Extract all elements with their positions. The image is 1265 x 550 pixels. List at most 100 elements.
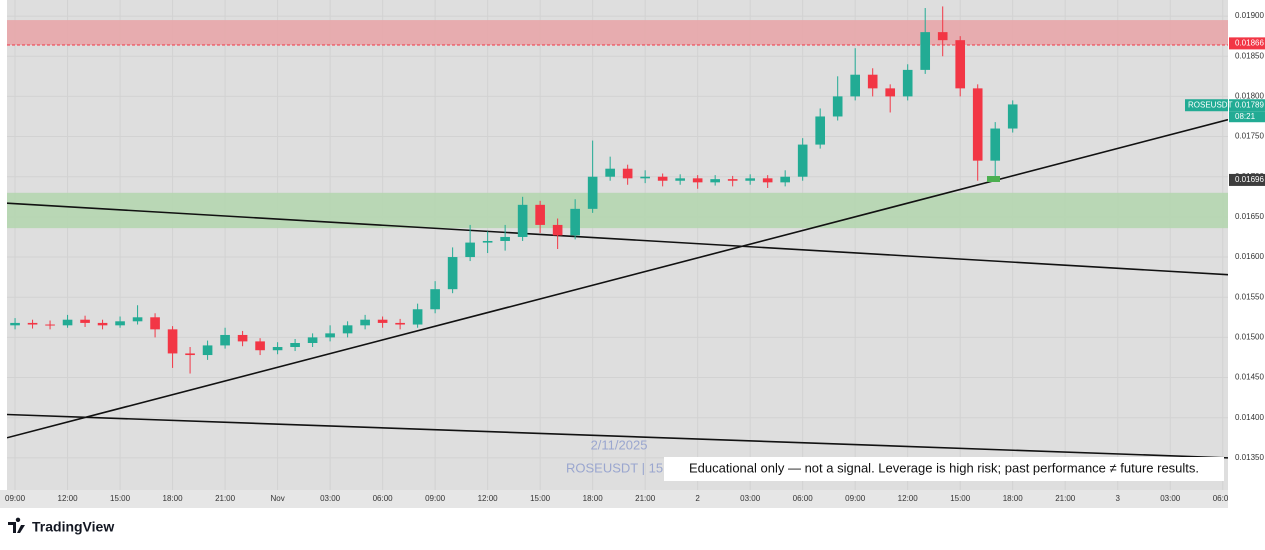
- x-tick-label: Nov: [270, 494, 284, 503]
- price-label: 0.01696: [1235, 175, 1264, 184]
- x-tick-label: 06:00: [1213, 494, 1234, 503]
- x-tick-label: 12:00: [58, 494, 79, 503]
- candle-body: [167, 329, 178, 354]
- y-tick-label: 0.01350: [1235, 453, 1264, 462]
- x-tick-label: 18:00: [583, 494, 604, 503]
- x-tick-label: 18:00: [163, 494, 184, 503]
- y-tick-label: 0.01550: [1235, 292, 1264, 301]
- x-tick-label: 21:00: [215, 494, 236, 503]
- price-label-box: [1229, 99, 1265, 112]
- x-tick-label: 03:00: [320, 494, 341, 503]
- candle-body: [132, 317, 143, 322]
- candle-body: [920, 32, 931, 70]
- candle-body: [990, 128, 1001, 161]
- y-tick-label: 0.01850: [1235, 51, 1264, 60]
- x-tick-label: 12:00: [898, 494, 919, 503]
- candle-body: [517, 204, 528, 237]
- marker: [987, 176, 1000, 182]
- x-tick-label: 09:00: [425, 494, 446, 503]
- x-axis: 09:00 12:00 15:00 18:00 21:00 Nov 03:00 06:00 09…: [5, 494, 1233, 503]
- candle-body: [255, 341, 265, 351]
- candle-body: [815, 116, 825, 145]
- candle-body: [500, 236, 510, 241]
- y-tick-label: 0.01750: [1235, 132, 1264, 141]
- x-tick-label: 06:00: [373, 494, 394, 503]
- brand: TradingView: [8, 517, 114, 535]
- symbol-box: [1185, 99, 1228, 112]
- price-label-box: [1229, 37, 1265, 50]
- candle-body: [955, 40, 966, 89]
- candle-body: [657, 176, 668, 181]
- watermark: 2/11/2025 ROSEUSDT | 15: [566, 437, 663, 475]
- trend-lines: [7, 118, 1228, 459]
- candle-body: [640, 176, 650, 179]
- disclaimer-background: [664, 457, 1224, 481]
- price-label: 0.01866: [1235, 38, 1264, 47]
- x-tick-label: 18:00: [1003, 494, 1024, 503]
- candle-body: [710, 179, 720, 183]
- candle-body: [937, 32, 948, 41]
- candle-body: [482, 240, 493, 243]
- zone: [7, 192, 1228, 229]
- candle-body: [220, 334, 230, 346]
- candle-body: [832, 96, 843, 117]
- candle-body: [290, 343, 300, 348]
- candle-body: [360, 319, 370, 326]
- disclaimer-box: Educational only — not a signal. Leverag…: [664, 457, 1224, 481]
- candle-body: [412, 309, 423, 325]
- symbol-label: ROSEUSDT: [1188, 100, 1233, 109]
- candle-body: [202, 345, 213, 356]
- candle-body: [465, 242, 475, 258]
- candle-body: [10, 322, 20, 326]
- x-tick-label: 15:00: [530, 494, 551, 503]
- plot-background: [7, 0, 1228, 490]
- watermark-symbol: ROSEUSDT | 15: [566, 460, 663, 475]
- candle-body: [885, 88, 896, 97]
- timer-box: [1229, 111, 1265, 123]
- x-tick-label: 21:00: [635, 494, 656, 503]
- candle-body: [622, 168, 633, 179]
- candle-body: [727, 179, 738, 181]
- y-tick-label: 0.01500: [1235, 332, 1264, 341]
- x-tick-label: 03:00: [1160, 494, 1181, 503]
- zone: [7, 20, 1228, 45]
- candle-body: [62, 319, 73, 326]
- candle-body: [570, 208, 580, 236]
- candle-body: [325, 333, 335, 338]
- price-label-box: [1229, 173, 1265, 186]
- trend-line: [7, 202, 1228, 276]
- price-label: 0.01789: [1235, 100, 1264, 109]
- candle-body: [342, 325, 353, 334]
- candle-body: [762, 178, 773, 183]
- candle-body: [97, 322, 108, 326]
- y-tick-label: 0.01650: [1235, 212, 1264, 221]
- candle-body: [780, 176, 790, 183]
- candle-body: [185, 353, 195, 356]
- brand-name: TradingView: [32, 519, 114, 535]
- candle-body: [150, 317, 160, 330]
- candle-body: [797, 144, 808, 177]
- brand-logo: [8, 517, 25, 533]
- candle-body: [675, 178, 685, 181]
- candle-body: [587, 176, 598, 209]
- candle-body: [535, 204, 545, 225]
- candle-body: [377, 319, 388, 323]
- y-tick-label: 0.01400: [1235, 413, 1264, 422]
- y-tick-label: 0.01600: [1235, 252, 1264, 261]
- candle-body: [27, 322, 38, 325]
- trend-line: [7, 118, 1228, 439]
- trend-line: [7, 413, 1228, 459]
- watermark-date: 2/11/2025: [591, 437, 648, 452]
- candle-body: [972, 88, 983, 161]
- y-axis-background: [1228, 0, 1265, 508]
- zones: [7, 20, 1228, 229]
- x-tick-label: 09:00: [5, 494, 26, 503]
- candle-body: [272, 347, 283, 351]
- x-tick-label: 15:00: [110, 494, 131, 503]
- candle-body: [745, 178, 755, 181]
- x-axis-background: [0, 490, 1228, 508]
- candle-body: [1007, 104, 1018, 129]
